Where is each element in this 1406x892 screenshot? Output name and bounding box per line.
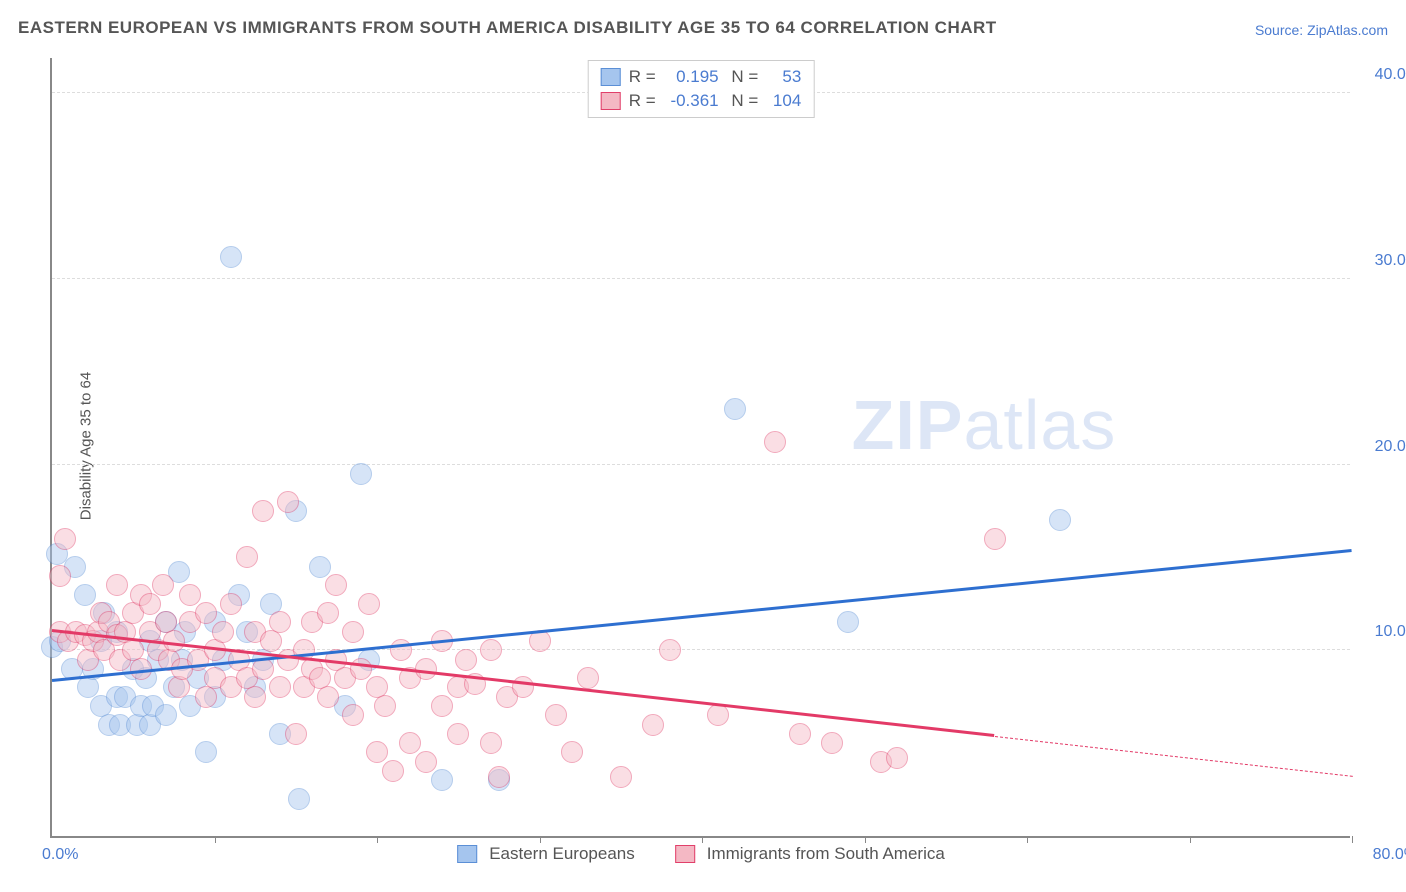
gridline-h	[52, 278, 1350, 279]
scatter-point-southam	[179, 584, 201, 606]
bottom-legend: Eastern Europeans Immigrants from South …	[457, 844, 945, 864]
scatter-point-eastern	[195, 741, 217, 763]
scatter-point-southam	[642, 714, 664, 736]
scatter-point-southam	[106, 574, 128, 596]
y-tick-label: 10.0%	[1360, 623, 1406, 641]
scatter-point-southam	[139, 593, 161, 615]
legend-swatch-southam	[675, 845, 695, 863]
scatter-point-southam	[984, 528, 1006, 550]
scatter-point-southam	[350, 658, 372, 680]
scatter-point-southam	[269, 611, 291, 633]
scatter-point-eastern	[350, 463, 372, 485]
x-tick	[865, 836, 866, 843]
scatter-point-eastern	[288, 788, 310, 810]
x-tick-start: 0.0%	[42, 846, 78, 864]
scatter-point-southam	[488, 766, 510, 788]
gridline-h	[52, 464, 1350, 465]
scatter-point-southam	[277, 491, 299, 513]
watermark: ZIPatlas	[852, 385, 1117, 465]
trend-line-southam-extrapolated	[994, 736, 1352, 777]
scatter-point-eastern	[155, 704, 177, 726]
stats-legend-box: R = 0.195 N = 53 R = -0.361 N = 104	[588, 60, 815, 118]
scatter-point-southam	[821, 732, 843, 754]
scatter-point-southam	[561, 741, 583, 763]
scatter-point-southam	[789, 723, 811, 745]
scatter-point-southam	[252, 500, 274, 522]
scatter-point-southam	[152, 574, 174, 596]
trend-line-eastern	[52, 549, 1352, 681]
x-tick	[1190, 836, 1191, 843]
scatter-point-eastern	[837, 611, 859, 633]
scatter-point-southam	[480, 732, 502, 754]
scatter-point-southam	[764, 431, 786, 453]
scatter-point-southam	[342, 704, 364, 726]
y-tick-label: 40.0%	[1360, 66, 1406, 84]
source-attribution: Source: ZipAtlas.com	[1255, 22, 1388, 38]
stats-row-eastern: R = 0.195 N = 53	[601, 65, 802, 89]
x-tick-end: 80.0%	[1373, 846, 1406, 864]
scatter-point-eastern	[309, 556, 331, 578]
scatter-point-southam	[415, 751, 437, 773]
r-value-eastern: 0.195	[664, 65, 719, 89]
n-value-eastern: 53	[766, 65, 801, 89]
scatter-point-southam	[195, 602, 217, 624]
scatter-point-southam	[212, 621, 234, 643]
scatter-point-southam	[545, 704, 567, 726]
scatter-point-southam	[220, 593, 242, 615]
scatter-point-southam	[382, 760, 404, 782]
legend-swatch-eastern	[457, 845, 477, 863]
scatter-point-southam	[577, 667, 599, 689]
scatter-point-southam	[269, 676, 291, 698]
scatter-point-southam	[431, 695, 453, 717]
scatter-point-southam	[447, 723, 469, 745]
y-tick-label: 30.0%	[1360, 252, 1406, 270]
stats-row-southam: R = -0.361 N = 104	[601, 89, 802, 113]
scatter-point-southam	[358, 593, 380, 615]
r-value-southam: -0.361	[664, 89, 719, 113]
scatter-point-southam	[244, 686, 266, 708]
scatter-point-southam	[707, 704, 729, 726]
scatter-point-southam	[366, 741, 388, 763]
y-tick-label: 20.0%	[1360, 438, 1406, 456]
scatter-point-southam	[252, 658, 274, 680]
scatter-point-eastern	[724, 398, 746, 420]
watermark-bold: ZIP	[852, 386, 964, 464]
x-tick	[377, 836, 378, 843]
scatter-point-eastern	[1049, 509, 1071, 531]
scatter-point-eastern	[74, 584, 96, 606]
watermark-light: atlas	[964, 386, 1117, 464]
scatter-point-eastern	[431, 769, 453, 791]
x-tick	[1352, 836, 1353, 843]
n-value-southam: 104	[766, 89, 801, 113]
scatter-point-southam	[374, 695, 396, 717]
scatter-point-southam	[285, 723, 307, 745]
x-tick	[215, 836, 216, 843]
scatter-point-southam	[455, 649, 477, 671]
legend-label-southam: Immigrants from South America	[707, 844, 945, 864]
scatter-point-southam	[399, 732, 421, 754]
scatter-point-southam	[317, 602, 339, 624]
scatter-point-southam	[325, 574, 347, 596]
swatch-eastern	[601, 68, 621, 86]
scatter-point-southam	[236, 546, 258, 568]
x-tick	[1027, 836, 1028, 843]
x-tick	[702, 836, 703, 843]
scatter-point-southam	[168, 676, 190, 698]
plot-area: ZIPatlas R = 0.195 N = 53 R = -0.361 N =…	[50, 58, 1350, 838]
scatter-point-eastern	[220, 246, 242, 268]
scatter-point-southam	[886, 747, 908, 769]
scatter-point-southam	[659, 639, 681, 661]
x-tick	[540, 836, 541, 843]
scatter-point-southam	[610, 766, 632, 788]
scatter-point-southam	[342, 621, 364, 643]
legend-label-eastern: Eastern Europeans	[489, 844, 635, 864]
scatter-point-southam	[480, 639, 502, 661]
swatch-southam	[601, 92, 621, 110]
chart-title: EASTERN EUROPEAN VS IMMIGRANTS FROM SOUT…	[18, 18, 997, 38]
scatter-point-southam	[54, 528, 76, 550]
scatter-point-southam	[317, 686, 339, 708]
scatter-point-southam	[49, 565, 71, 587]
